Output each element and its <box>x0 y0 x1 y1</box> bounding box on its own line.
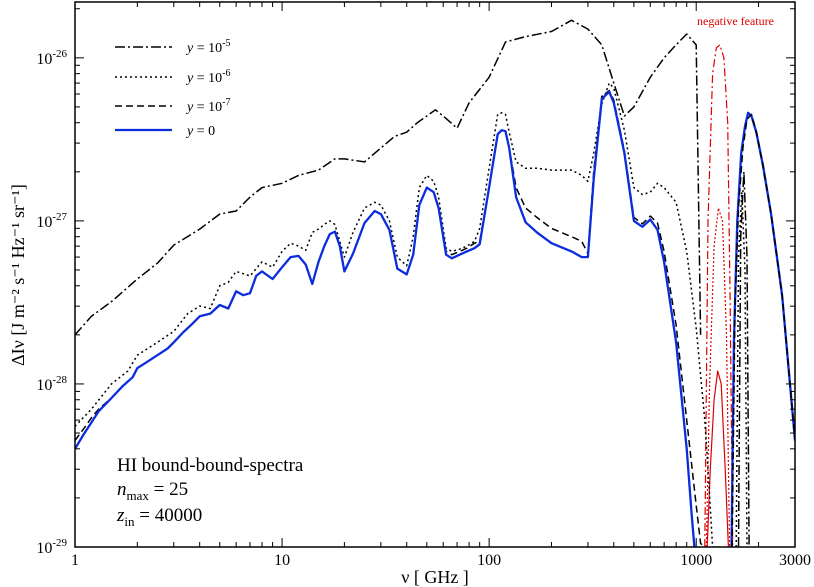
annotation-zin: zin = 40000 <box>116 505 202 529</box>
negative-feature-curve-0 <box>704 44 734 547</box>
legend-label-3: y = 0 <box>185 124 215 139</box>
x-tick-label: 10 <box>274 552 290 569</box>
legend-label-0: y = 10-5 <box>185 38 230 56</box>
y-tick-label: 10-26 <box>36 48 67 68</box>
negative-feature-label: negative feature <box>697 14 774 28</box>
plot-frame <box>74 1 796 548</box>
y-tick-labels: 10-29 10-28 10-27 10-26 <box>36 48 67 557</box>
y-tick-label: 10-28 <box>36 374 67 394</box>
x-tick-label: 1000 <box>680 552 712 569</box>
x-axis-title: ν [ GHz ] <box>401 567 469 587</box>
legend-label-1: y = 10-6 <box>185 68 230 86</box>
x-tick-labels: 1 10 100 1000 3000 <box>71 552 811 569</box>
negative-feature-curve-2 <box>706 370 729 547</box>
annotation-title: HI bound-bound-spectra <box>117 455 304 476</box>
ticks-layer <box>74 2 796 548</box>
series-line-1 <box>75 82 720 547</box>
x-tick-label: 100 <box>477 552 501 569</box>
spectrum-annotation: HI bound-bound-spectra nmax = 25 zin = 4… <box>116 455 304 529</box>
curves-layer <box>75 19 795 547</box>
x-tick-label: 1 <box>71 552 79 569</box>
series-line-3 <box>75 90 696 547</box>
series-line-5 <box>737 171 750 547</box>
legend: y = 10-5 y = 10-6 y = 10-7 y = 0 <box>115 38 230 139</box>
curves-clip <box>75 19 795 547</box>
series-line-0 <box>75 19 702 336</box>
y-tick-label: 10-29 <box>36 537 67 557</box>
y-axis-title: ΔIν [J m⁻² s⁻¹ Hz⁻¹ sr⁻¹] <box>8 184 28 366</box>
y-tick-label: 10-27 <box>36 211 67 231</box>
series-line-6 <box>735 191 748 547</box>
legend-label-2: y = 10-7 <box>185 97 230 115</box>
annotation-nmax: nmax = 25 <box>117 479 188 503</box>
series-line-7 <box>731 113 795 547</box>
x-tick-label: 3000 <box>779 552 811 569</box>
